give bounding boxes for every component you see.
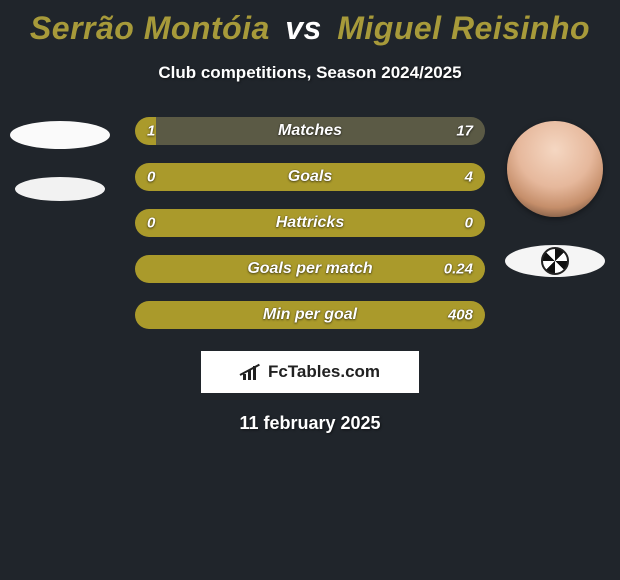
stat-bar: Hattricks 0 0 (135, 209, 485, 237)
title-right-player: Miguel Reisinho (337, 10, 590, 46)
stat-value-left: 1 (147, 123, 155, 140)
right-player-column (500, 117, 610, 277)
stat-label: Goals (288, 168, 332, 186)
stat-bar: Min per goal 408 (135, 301, 485, 329)
stat-bar: Goals per match 0.24 (135, 255, 485, 283)
comparison-card: Serrão Montóia vs Miguel Reisinho Club c… (0, 0, 620, 580)
stat-value-left: 0 (147, 169, 155, 186)
title-left-player: Serrão Montóia (30, 10, 270, 46)
title-separator: vs (285, 10, 322, 46)
right-player-avatar (507, 121, 603, 217)
left-player-column (0, 117, 120, 201)
main-row: Matches 1 17 Goals 0 4 Hattricks 0 0 Goals per ma… (0, 117, 620, 329)
page-title: Serrão Montóia vs Miguel Reisinho (0, 0, 620, 47)
subtitle: Club competitions, Season 2024/2025 (0, 63, 620, 83)
stat-label: Matches (278, 122, 342, 140)
right-player-club-badge (505, 245, 605, 277)
stat-label: Goals per match (247, 260, 372, 278)
stat-value-right: 17 (456, 123, 473, 140)
stat-value-right: 4 (465, 169, 473, 186)
stat-bars: Matches 1 17 Goals 0 4 Hattricks 0 0 Goals per ma… (135, 117, 485, 329)
left-player-badge-1 (10, 121, 110, 149)
stat-value-right: 408 (448, 307, 473, 324)
stat-bar: Matches 1 17 (135, 117, 485, 145)
stat-label: Min per goal (263, 306, 357, 324)
stat-label: Hattricks (276, 214, 344, 232)
stat-value-right: 0.24 (444, 261, 473, 278)
brand-text: FcTables.com (268, 362, 380, 382)
brand-box: FcTables.com (201, 351, 419, 393)
club-crest-icon (541, 247, 569, 275)
stat-value-left: 0 (147, 215, 155, 232)
date-label: 11 february 2025 (0, 413, 620, 434)
stat-bar: Goals 0 4 (135, 163, 485, 191)
bar-chart-icon (240, 364, 262, 380)
left-player-badge-2 (15, 177, 105, 201)
stat-value-right: 0 (465, 215, 473, 232)
